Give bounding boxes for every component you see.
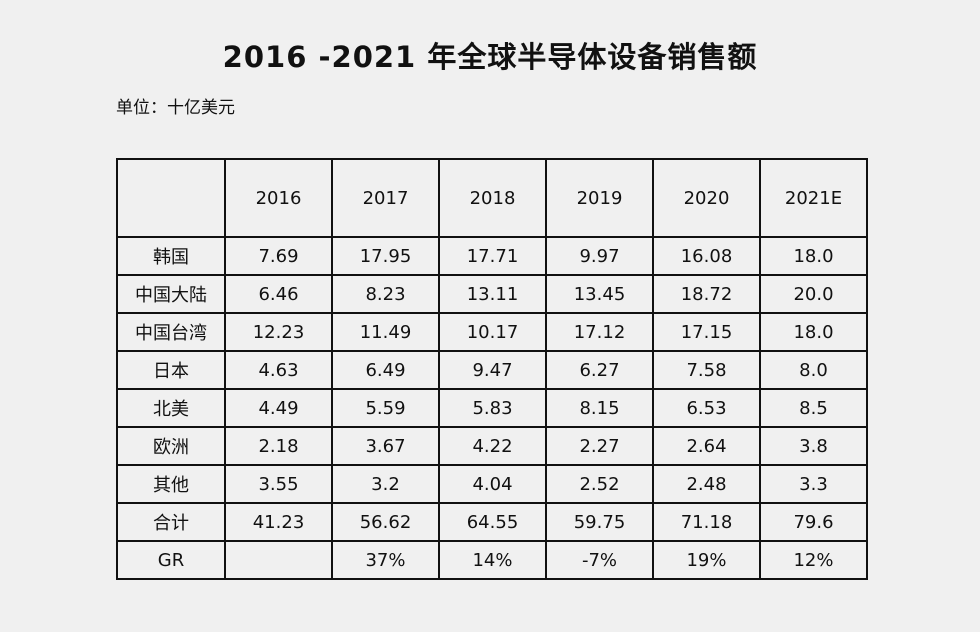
row-label-cell: 其他 xyxy=(116,464,226,504)
table-cell: 7.69 xyxy=(224,236,333,276)
table-cell: 56.62 xyxy=(331,502,440,542)
table-cell: -7% xyxy=(545,540,654,580)
table-row: 北美 4.49 5.59 5.83 8.15 6.53 8.5 xyxy=(116,388,868,428)
row-label-cell: 韩国 xyxy=(116,236,226,276)
table-cell: 5.83 xyxy=(438,388,547,428)
table-cell xyxy=(224,540,333,580)
table-cell: 2.64 xyxy=(652,426,761,466)
table-cell: 17.95 xyxy=(331,236,440,276)
table-row: 日本 4.63 6.49 9.47 6.27 7.58 8.0 xyxy=(116,350,868,390)
table-cell: 13.45 xyxy=(545,274,654,314)
table-cell: 79.6 xyxy=(759,502,868,542)
table-cell: 18.0 xyxy=(759,312,868,352)
table-cell: 6.53 xyxy=(652,388,761,428)
table-cell: 5.59 xyxy=(331,388,440,428)
table-cell: 17.71 xyxy=(438,236,547,276)
table-cell: 3.8 xyxy=(759,426,868,466)
table-cell: 12% xyxy=(759,540,868,580)
table-cell: 2.52 xyxy=(545,464,654,504)
row-label-cell: 日本 xyxy=(116,350,226,390)
row-label-cell: 欧洲 xyxy=(116,426,226,466)
table-cell: 16.08 xyxy=(652,236,761,276)
table-cell: 13.11 xyxy=(438,274,547,314)
page-title: 2016 -2021 年全球半导体设备销售额 xyxy=(222,40,758,74)
table-cell: 6.49 xyxy=(331,350,440,390)
header-cell-year: 2018 xyxy=(438,158,547,238)
table-cell: 59.75 xyxy=(545,502,654,542)
header-cell-year: 2019 xyxy=(545,158,654,238)
table-cell: 2.48 xyxy=(652,464,761,504)
table-cell: 3.3 xyxy=(759,464,868,504)
table-cell: 6.46 xyxy=(224,274,333,314)
table-row: 欧洲 2.18 3.67 4.22 2.27 2.64 3.8 xyxy=(116,426,868,466)
table-cell: 8.15 xyxy=(545,388,654,428)
table-cell: 8.0 xyxy=(759,350,868,390)
table-cell: 64.55 xyxy=(438,502,547,542)
table-cell: 71.18 xyxy=(652,502,761,542)
header-cell-year: 2016 xyxy=(224,158,333,238)
table-cell: 41.23 xyxy=(224,502,333,542)
table-cell: 18.0 xyxy=(759,236,868,276)
sales-table: 2016 2017 2018 2019 2020 2021E 韩国 7.69 1… xyxy=(116,158,868,580)
table-cell: 9.97 xyxy=(545,236,654,276)
table-cell: 20.0 xyxy=(759,274,868,314)
table-cell: 6.27 xyxy=(545,350,654,390)
header-cell-corner xyxy=(116,158,226,238)
table-cell: 11.49 xyxy=(331,312,440,352)
table-cell: 14% xyxy=(438,540,547,580)
table-cell: 19% xyxy=(652,540,761,580)
table-cell: 3.55 xyxy=(224,464,333,504)
table-cell: 17.12 xyxy=(545,312,654,352)
header-cell-year: 2020 xyxy=(652,158,761,238)
table-cell: 10.17 xyxy=(438,312,547,352)
table-cell: 4.04 xyxy=(438,464,547,504)
header-cell-year: 2021E xyxy=(759,158,868,238)
table-cell: 17.15 xyxy=(652,312,761,352)
row-label-cell: 中国大陆 xyxy=(116,274,226,314)
table-row: 中国台湾 12.23 11.49 10.17 17.12 17.15 18.0 xyxy=(116,312,868,352)
table-cell: 9.47 xyxy=(438,350,547,390)
table-cell: 4.63 xyxy=(224,350,333,390)
table-cell: 4.49 xyxy=(224,388,333,428)
row-label-cell: 合计 xyxy=(116,502,226,542)
table-cell: 37% xyxy=(331,540,440,580)
table-cell: 3.2 xyxy=(331,464,440,504)
table-row: 合计 41.23 56.62 64.55 59.75 71.18 79.6 xyxy=(116,502,868,542)
unit-label: 单位：十亿美元 xyxy=(116,98,235,118)
table-header-row: 2016 2017 2018 2019 2020 2021E xyxy=(116,158,868,238)
row-label-cell: GR xyxy=(116,540,226,580)
row-label-cell: 中国台湾 xyxy=(116,312,226,352)
table-row: 中国大陆 6.46 8.23 13.11 13.45 18.72 20.0 xyxy=(116,274,868,314)
table-cell: 3.67 xyxy=(331,426,440,466)
header-cell-year: 2017 xyxy=(331,158,440,238)
table-cell: 2.27 xyxy=(545,426,654,466)
table-row: 其他 3.55 3.2 4.04 2.52 2.48 3.3 xyxy=(116,464,868,504)
table-cell: 8.5 xyxy=(759,388,868,428)
table-cell: 8.23 xyxy=(331,274,440,314)
table-cell: 2.18 xyxy=(224,426,333,466)
table-cell: 4.22 xyxy=(438,426,547,466)
table-cell: 12.23 xyxy=(224,312,333,352)
row-label-cell: 北美 xyxy=(116,388,226,428)
table-row: GR 37% 14% -7% 19% 12% xyxy=(116,540,868,580)
table-cell: 7.58 xyxy=(652,350,761,390)
table-cell: 18.72 xyxy=(652,274,761,314)
table-row: 韩国 7.69 17.95 17.71 9.97 16.08 18.0 xyxy=(116,236,868,276)
